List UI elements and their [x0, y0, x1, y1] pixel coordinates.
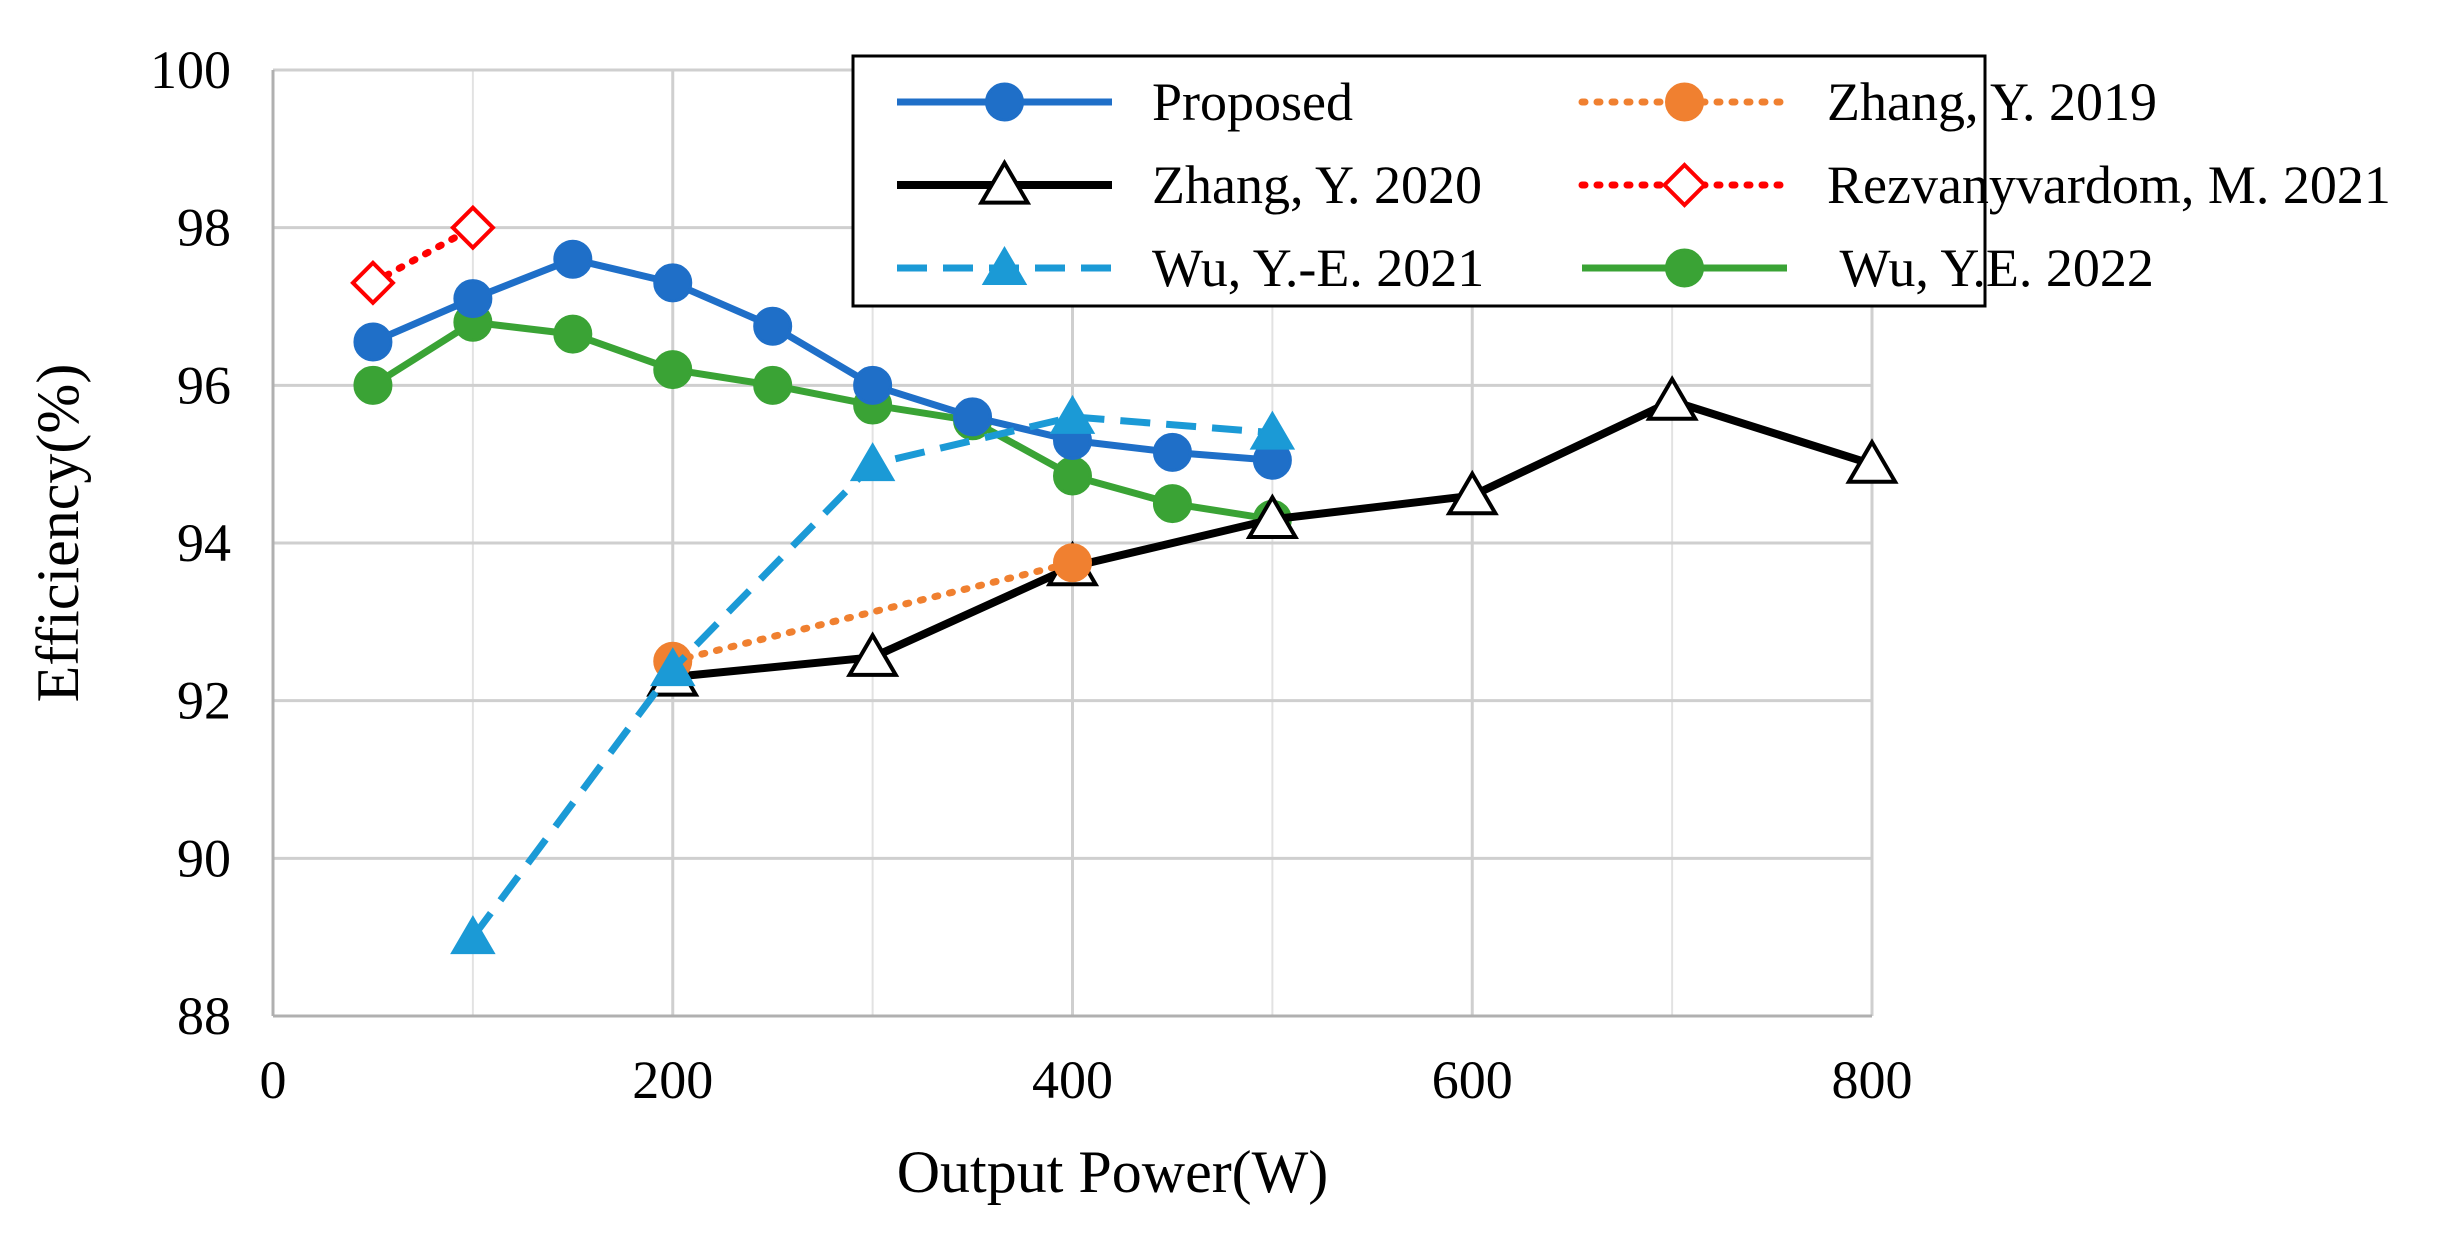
y-tick-label: 94	[177, 513, 231, 573]
legend-item-wu-y-e-2022: Wu, Y.E. 2022	[1582, 238, 2154, 298]
data-point-proposed	[1152, 432, 1192, 472]
x-tick-label: 200	[632, 1050, 713, 1110]
legend-label: Wu, Y.E. 2022	[1827, 238, 2154, 298]
y-tick-label: 92	[177, 671, 231, 731]
data-point-wu-y-e-2022	[553, 314, 593, 354]
data-point-proposed	[753, 306, 793, 346]
legend: Proposed Zhang, Y. 2019 Zhang, Y. 2020 Rezv…	[851, 54, 2391, 308]
legend-item-proposed: Proposed	[897, 72, 1353, 132]
data-point-zhang-y-2020	[1845, 438, 1899, 484]
data-point-rezvanyvardom-m-2021	[450, 204, 496, 251]
legend-swatch-marker	[981, 246, 1028, 285]
x-tick-label: 800	[1832, 1050, 1913, 1110]
data-point-zhang-y-2020	[1645, 375, 1699, 421]
data-point-proposed	[853, 365, 893, 405]
data-point-wu-y-e-2022	[353, 365, 393, 405]
series-line-proposed	[371, 255, 1273, 464]
legend-item-zhang-y-2020: Zhang, Y. 2020	[897, 155, 1482, 215]
y-tick-label: 98	[177, 198, 231, 258]
data-point-wu-y-e-2021	[1249, 410, 1296, 450]
legend-swatch-marker	[1665, 248, 1704, 288]
legend-item-wu-y-e-2021: Wu, Y.-E. 2021	[897, 238, 1484, 298]
x-tick-label: 600	[1432, 1050, 1513, 1110]
y-tick-label: 96	[177, 355, 231, 415]
legend-swatch-marker	[977, 159, 1032, 205]
data-point-rezvanyvardom-m-2021	[350, 260, 396, 306]
x-tick-label: 400	[1032, 1050, 1113, 1110]
x-axis-title: Output Power(W)	[897, 1139, 1329, 1205]
data-point-proposed	[653, 263, 693, 303]
data-point-proposed	[553, 239, 593, 279]
legend-item-zhang-y-2019: Zhang, Y. 2019	[1578, 72, 2157, 132]
data-point-wu-y-e-2022	[1053, 456, 1092, 496]
legend-label: Proposed	[1152, 72, 1353, 132]
data-point-wu-y-e-2022	[653, 350, 693, 390]
series-group	[350, 204, 1899, 955]
legend-label: Zhang, Y. 2020	[1152, 155, 1482, 215]
data-point-wu-y-e-2022	[753, 365, 793, 405]
data-point-wu-y-e-2021	[1049, 394, 1096, 434]
data-point-zhang-y-2020	[846, 631, 900, 677]
data-point-proposed	[953, 397, 993, 437]
x-tick-label: 0	[260, 1050, 287, 1110]
data-point-zhang-y-2020	[1245, 493, 1299, 539]
y-tick-label: 90	[177, 828, 231, 888]
series-wu-y-e-2021	[450, 394, 1296, 955]
data-point-zhang-y-2020	[1445, 469, 1499, 516]
y-axis-title: Efficiency(%)	[25, 364, 91, 703]
series-rezvanyvardom-m-2021	[350, 204, 496, 306]
data-point-wu-y-e-2021	[650, 647, 696, 687]
data-point-zhang-y-2019	[1053, 543, 1092, 583]
data-point-proposed	[353, 322, 393, 362]
data-point-wu-y-e-2022	[1152, 484, 1192, 524]
legend-label: Rezvanyvardom, M. 2021	[1827, 155, 2391, 215]
data-point-proposed	[453, 279, 493, 319]
legend-label: Wu, Y.-E. 2021	[1152, 238, 1484, 298]
legend-swatch-marker	[1665, 82, 1704, 122]
data-point-wu-y-e-2021	[849, 442, 896, 482]
data-point-wu-y-e-2021	[450, 915, 496, 955]
y-tick-label: 88	[177, 986, 231, 1046]
axes: 88 90 92 94 96 98 100 0 200 400 600 800	[150, 40, 1913, 1110]
series-line-wu-y-e-2022	[371, 318, 1273, 523]
series-line-rezvanyvardom-m-2021	[369, 224, 477, 287]
y-tick-label: 100	[150, 40, 231, 100]
legend-item-rezvanyvardom-m-2021: Rezvanyvardom, M. 2021	[1578, 155, 2391, 215]
legend-swatch-marker	[1661, 162, 1708, 208]
series-line-zhang-y-2019	[669, 559, 1076, 665]
legend-swatch-marker	[985, 82, 1024, 122]
legend-label: Zhang, Y. 2019	[1827, 72, 2157, 132]
